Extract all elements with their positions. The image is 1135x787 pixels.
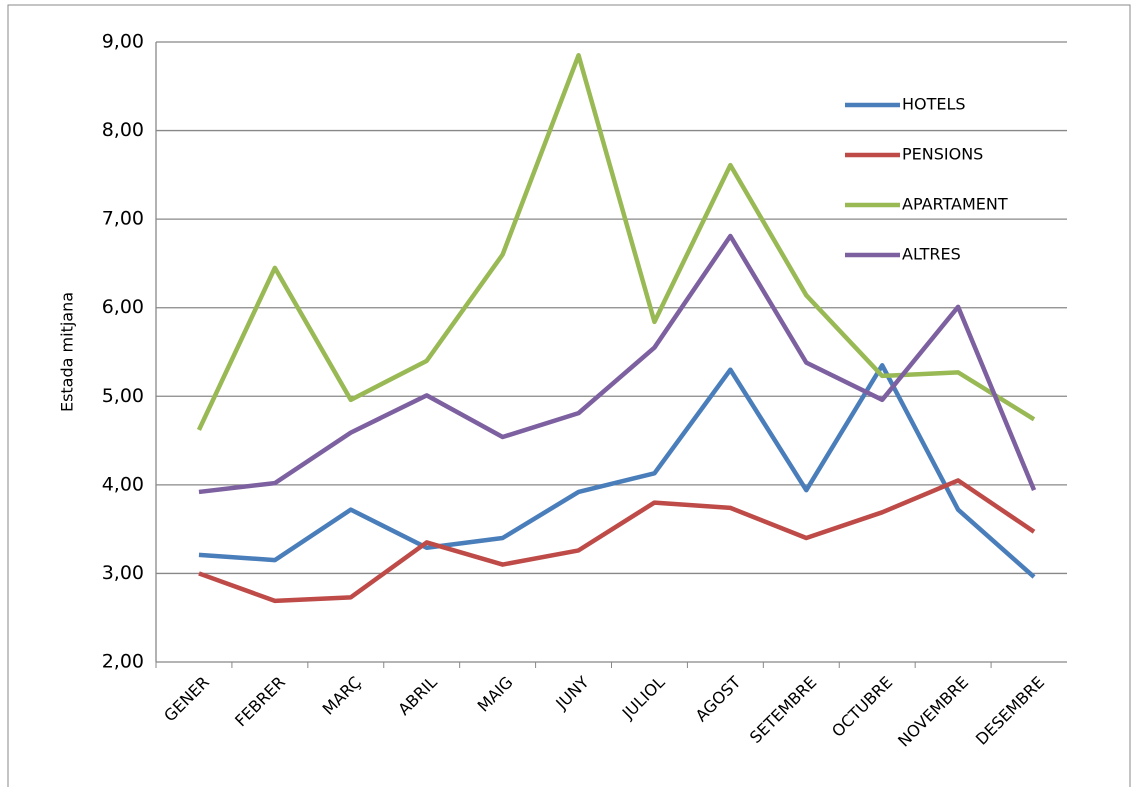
- legend-label: HOTELS: [902, 95, 966, 114]
- y-tick-label: 6,00: [102, 296, 144, 318]
- x-tick-label: DESEMBRE: [972, 673, 1048, 749]
- x-tick-label: GENER: [160, 673, 213, 726]
- legend-label: APARTAMENT: [902, 195, 1008, 214]
- y-tick-label: 5,00: [102, 385, 144, 407]
- x-tick-label: JULIOL: [618, 673, 669, 724]
- x-tick-label: AGOST: [692, 672, 745, 725]
- x-tick-label: MAIG: [474, 673, 517, 716]
- y-tick-label: 2,00: [102, 651, 144, 673]
- y-axis-label: Estada mitjana: [58, 292, 77, 412]
- legend-label: PENSIONS: [902, 145, 983, 164]
- chart-frame: [7, 4, 1131, 787]
- y-tick-label: 9,00: [102, 31, 144, 53]
- x-tick-label: JUNY: [551, 672, 592, 713]
- series-line: [198, 363, 1036, 579]
- y-tick-label: 3,00: [102, 562, 144, 584]
- legend-label: ALTRES: [902, 245, 961, 264]
- x-tick-label: ABRIL: [394, 673, 440, 719]
- x-tick-label: MARÇ: [319, 673, 365, 719]
- x-tick-label: OCTUBRE: [828, 673, 896, 741]
- series-line: [198, 233, 1037, 495]
- y-tick-label: 8,00: [102, 119, 144, 141]
- x-tick-label: NOVEMBRE: [894, 673, 972, 751]
- y-tick-label: 4,00: [102, 473, 144, 495]
- x-tick-label: FEBRER: [231, 673, 289, 731]
- series-line: [196, 53, 1036, 431]
- series-line: [198, 478, 1036, 604]
- y-tick-label: 7,00: [102, 208, 144, 230]
- x-tick-label: SETEMBRE: [746, 673, 820, 747]
